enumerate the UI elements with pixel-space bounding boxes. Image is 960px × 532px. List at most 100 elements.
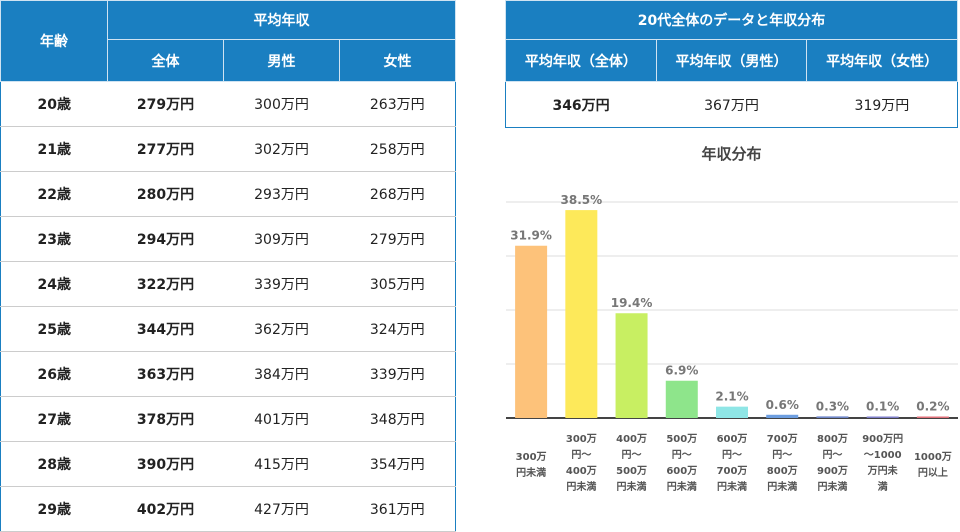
category-label: 800万 <box>817 433 848 445</box>
category-label: 600万 <box>717 433 748 445</box>
average-income-header: 平均年収 <box>107 0 456 40</box>
overall-cell: 344万円 <box>107 306 224 352</box>
data-label: 0.3% <box>816 399 849 413</box>
male-cell: 362万円 <box>223 306 340 352</box>
data-label: 0.6% <box>766 398 799 412</box>
category-label: 円未満 <box>767 480 797 493</box>
bar <box>716 406 748 418</box>
female-cell: 361万円 <box>339 486 456 532</box>
category-label: 円未満 <box>717 480 747 493</box>
female-value: 319万円 <box>854 97 910 114</box>
overall-cell: 402万円 <box>107 486 224 532</box>
age-cell: 22歳 <box>0 171 108 217</box>
category-label: 円未満 <box>817 480 847 493</box>
female-cell: 324万円 <box>339 306 456 352</box>
male-cell: 427万円 <box>223 486 340 532</box>
table-row: 28歳 390万円 415万円 354万円 <box>0 441 456 487</box>
data-label: 6.9% <box>665 364 698 378</box>
age-cell: 24歳 <box>0 261 108 307</box>
category-label: 満 <box>878 480 888 493</box>
category-label: ～1000 <box>864 450 902 461</box>
overall-cell: 378万円 <box>107 396 224 442</box>
overall-cell: 363万円 <box>107 351 224 397</box>
data-label: 19.4% <box>611 296 653 310</box>
overall-value: 346万円 <box>552 97 610 114</box>
category-label: 500万 <box>616 465 647 477</box>
age-header: 年齢 <box>0 0 108 82</box>
table-row: 23歳 294万円 309万円 279万円 <box>0 216 456 262</box>
table-row: 29歳 402万円 427万円 361万円 <box>0 486 456 532</box>
data-label: 31.9% <box>510 229 552 243</box>
female-cell: 268万円 <box>339 171 456 217</box>
overall-cell: 294万円 <box>107 216 224 262</box>
category-label: 円未満 <box>566 480 596 493</box>
bar <box>916 416 949 418</box>
male-cell: 401万円 <box>223 396 340 442</box>
bar <box>866 416 899 418</box>
category-label: 円～ <box>822 449 842 461</box>
data-label: 38.5% <box>561 193 603 207</box>
male-cell: 309万円 <box>223 216 340 262</box>
male-cell: 339万円 <box>223 261 340 307</box>
category-label: 900万 <box>817 465 848 477</box>
category-label: 円～ <box>672 449 692 461</box>
overall-header: 平均年収（全体） <box>505 39 657 82</box>
female-cell: 258万円 <box>339 126 456 172</box>
age-cell: 20歳 <box>0 81 108 127</box>
category-label: 万円未 <box>867 464 898 477</box>
bar <box>766 414 799 418</box>
male-header: 男性 <box>223 39 340 82</box>
male-cell: 384万円 <box>223 351 340 397</box>
table-row: 27歳 378万円 401万円 348万円 <box>0 396 456 442</box>
female-cell: 305万円 <box>339 261 456 307</box>
category-label: 円～ <box>622 449 642 461</box>
category-label: 円～ <box>772 449 792 461</box>
category-label: 円以上 <box>918 466 948 479</box>
category-label: 600万 <box>666 465 697 477</box>
female-cell: 354万円 <box>339 441 456 487</box>
female-header: 女性 <box>339 39 456 82</box>
male-cell: 300万円 <box>223 81 340 127</box>
category-label: 円未満 <box>516 466 546 479</box>
category-label: 1000万 <box>914 451 952 463</box>
age-cell: 21歳 <box>0 126 108 172</box>
category-label: 400万 <box>616 433 647 445</box>
female-cell: 348万円 <box>339 396 456 442</box>
category-label: 700万 <box>767 433 798 445</box>
age-cell: 23歳 <box>0 216 108 262</box>
bar <box>816 416 849 418</box>
male-cell: 415万円 <box>223 441 340 487</box>
data-label: 0.2% <box>916 400 949 414</box>
category-label: 円～ <box>722 449 742 461</box>
data-label: 2.1% <box>715 390 748 404</box>
bar <box>515 245 548 418</box>
age-cell: 27歳 <box>0 396 108 442</box>
chart-title: 年収分布 <box>701 145 762 163</box>
age-income-table: 年齢 平均年収 全体 男性 女性 20歳 279万円 300万円 263万円 21歳 27… <box>0 0 456 532</box>
female-cell: 263万円 <box>339 81 456 127</box>
table-row: 24歳 322万円 339万円 305万円 <box>0 261 456 307</box>
category-label: 円～ <box>571 449 591 461</box>
male-header: 平均年収（男性） <box>655 39 808 82</box>
summary-table: 20代全体のデータと年収分布 平均年収（全体） 平均年収（男性） 平均年収（女性… <box>505 0 958 128</box>
income-distribution-chart: 31.9%300万円未満38.5%300万円～400万円未満19.4%400万円… <box>506 193 958 493</box>
overall-cell: 390万円 <box>107 441 224 487</box>
male-value: 367万円 <box>704 97 759 114</box>
overall-header: 全体 <box>107 39 224 82</box>
overall-cell: 277万円 <box>107 126 224 172</box>
table-row: 21歳 277万円 302万円 258万円 <box>0 126 456 172</box>
category-label: 300万 <box>516 451 547 463</box>
age-cell: 28歳 <box>0 441 108 487</box>
category-label: 500万 <box>666 433 697 445</box>
category-label: 800万 <box>767 465 798 477</box>
age-cell: 25歳 <box>0 306 108 352</box>
overall-cell: 280万円 <box>107 171 224 217</box>
age-cell: 26歳 <box>0 351 108 397</box>
table-row: 22歳 280万円 293万円 268万円 <box>0 171 456 217</box>
category-label: 300万 <box>566 433 597 445</box>
male-cell: 293万円 <box>223 171 340 217</box>
bar <box>565 210 598 418</box>
overall-cell: 279万円 <box>107 81 224 127</box>
table-row: 26歳 363万円 384万円 339万円 <box>0 351 456 397</box>
category-label: 円未満 <box>617 480 647 493</box>
